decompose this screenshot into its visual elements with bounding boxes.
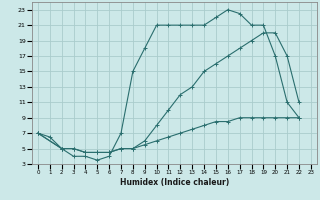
X-axis label: Humidex (Indice chaleur): Humidex (Indice chaleur) (120, 178, 229, 187)
